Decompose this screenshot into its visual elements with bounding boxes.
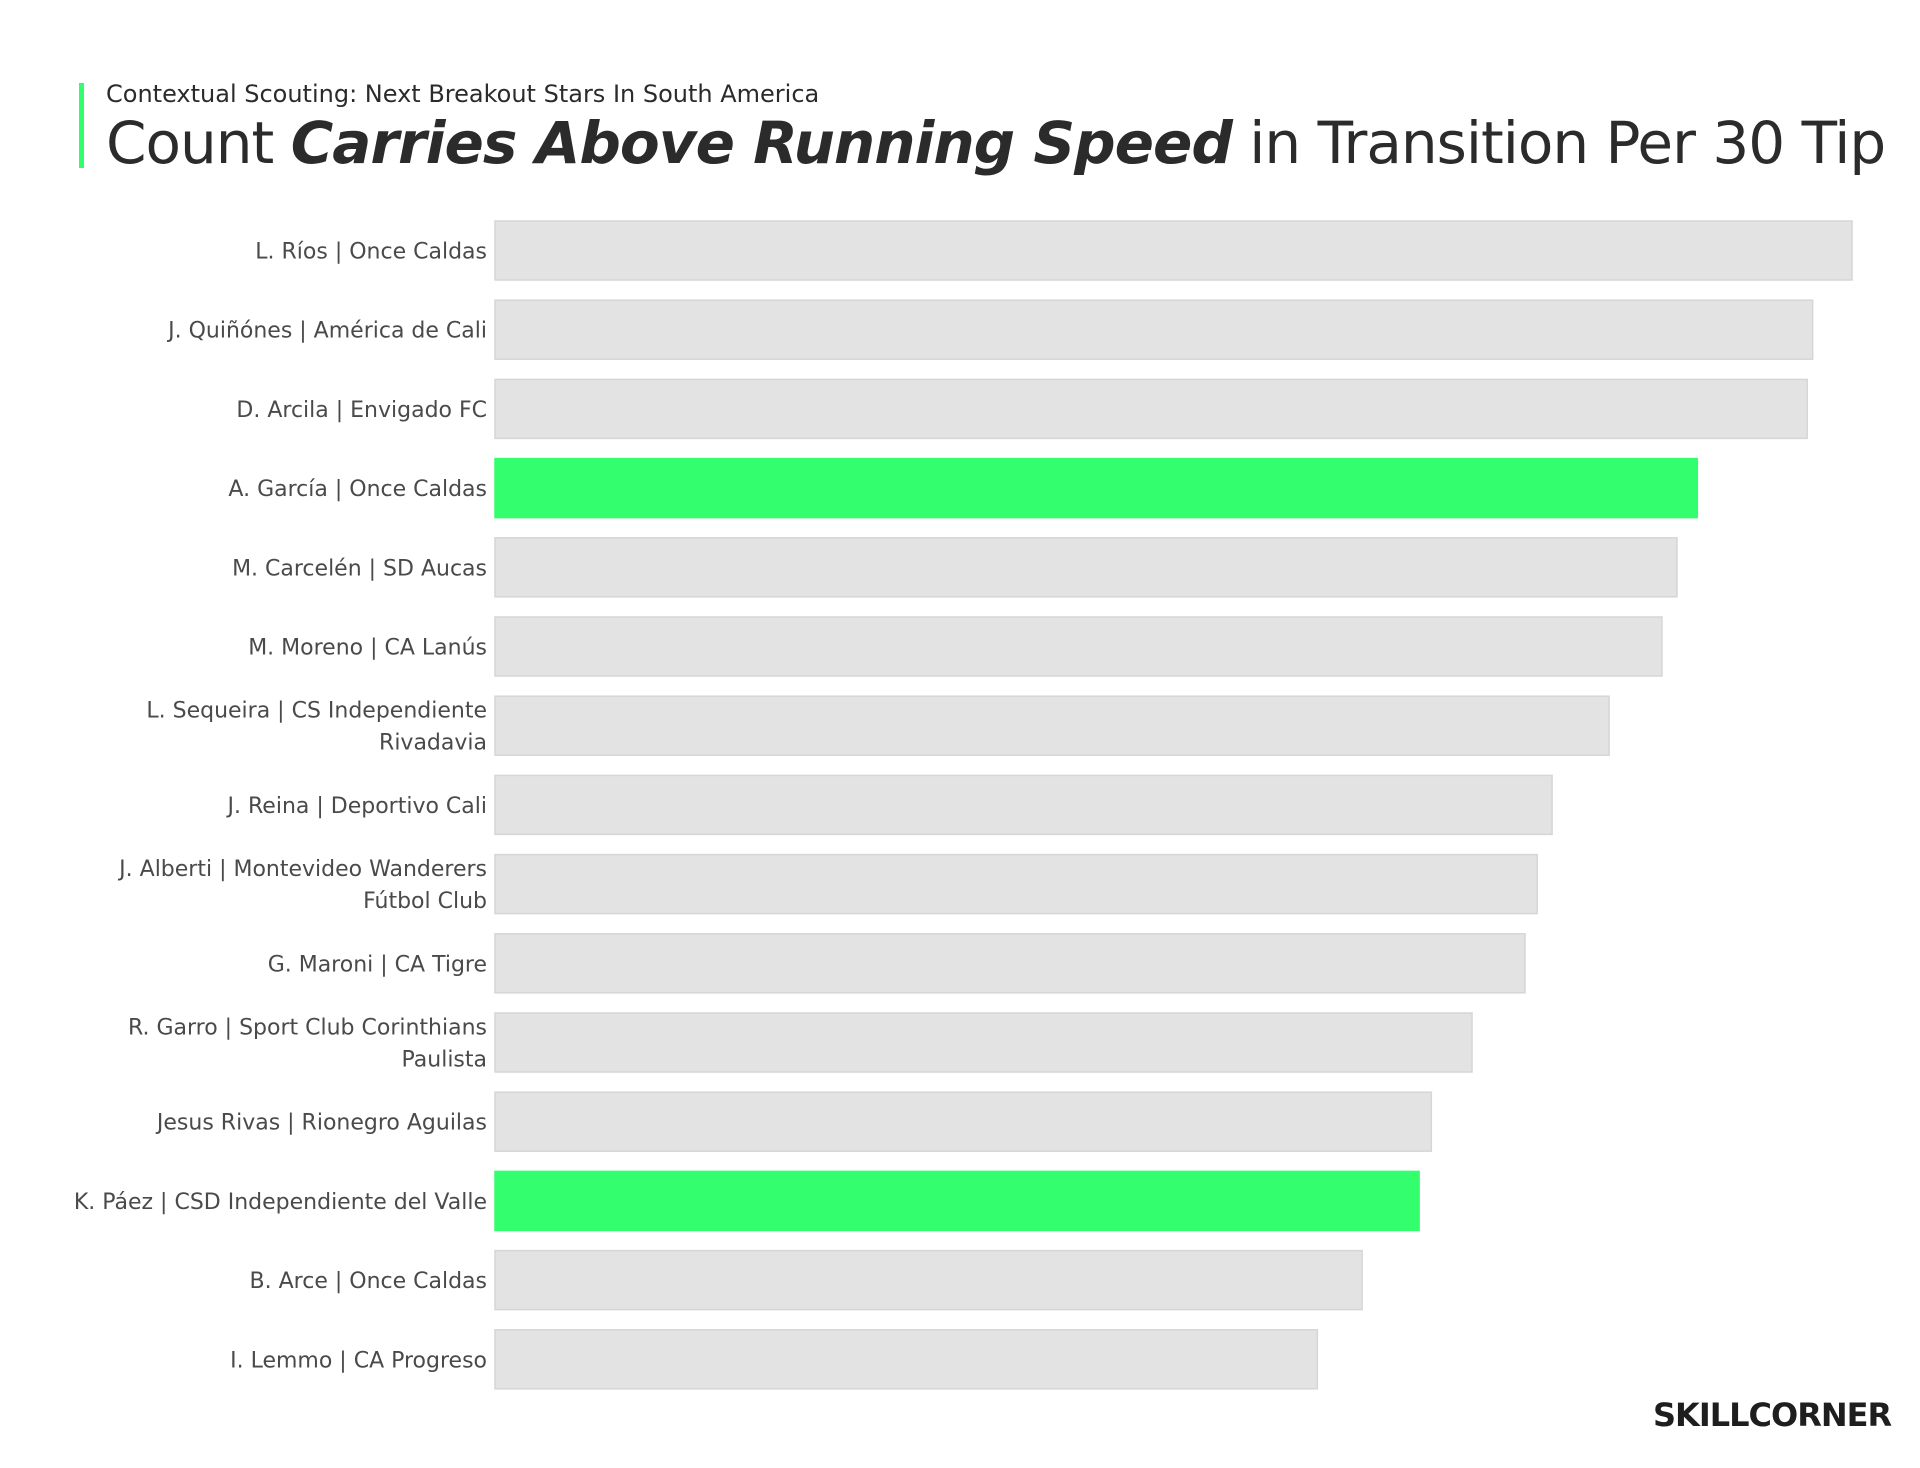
bar-label-line: L. Ríos | Once Caldas bbox=[255, 240, 487, 265]
bar-label-line: M. Moreno | CA Lanús bbox=[248, 636, 487, 661]
bar-label-2: D. Arcila | Envigado FC bbox=[236, 398, 487, 423]
bar-label-line: R. Garro | Sport Club Corinthians bbox=[128, 1016, 487, 1041]
chart-title: Count Carries Above Running Speed in Tra… bbox=[106, 108, 1886, 178]
bar-label-5: M. Moreno | CA Lanús bbox=[248, 636, 487, 661]
bar-2 bbox=[494, 378, 1808, 440]
bar-label-line: D. Arcila | Envigado FC bbox=[236, 398, 487, 423]
bar-11 bbox=[494, 1091, 1433, 1152]
bar-label-8: J. Alberti | Montevideo Wanderers Fútbol … bbox=[117, 857, 487, 914]
bar-8 bbox=[494, 853, 1538, 915]
bar-label-1: J. Quiñónes | América de Cali bbox=[166, 319, 487, 344]
bar-label-line: B. Arce | Once Caldas bbox=[250, 1269, 487, 1294]
bar-5 bbox=[494, 616, 1663, 677]
bar-label-6: L. Sequeira | CS Independiente Rivadavia bbox=[146, 699, 487, 756]
bar-label-line: A. García | Once Caldas bbox=[228, 477, 487, 502]
bar-6 bbox=[494, 695, 1610, 756]
bar-0 bbox=[494, 220, 1853, 281]
bar-label-line: Rivadavia bbox=[379, 731, 487, 756]
bar-label-line: I. Lemmo | CA Progreso bbox=[230, 1348, 487, 1373]
bar-label-line: Fútbol Club bbox=[363, 889, 487, 914]
chart-subtitle: Contextual Scouting: Next Breakout Stars… bbox=[106, 80, 820, 108]
bar-9 bbox=[494, 933, 1526, 994]
bar-1 bbox=[494, 299, 1814, 360]
bar-label-9: G. Maroni | CA Tigre bbox=[268, 952, 487, 977]
bar-label-4: M. Carcelén | SD Aucas bbox=[232, 556, 487, 581]
bar-label-line: Paulista bbox=[402, 1048, 488, 1073]
bar-7 bbox=[494, 774, 1553, 836]
bar-label-line: K. Páez | CSD Independiente del Valle bbox=[74, 1190, 487, 1215]
bar-label-line: J. Reina | Deportivo Cali bbox=[226, 794, 487, 819]
bar-label-0: L. Ríos | Once Caldas bbox=[255, 240, 487, 265]
skillcorner-logo: SKILLCORNER bbox=[1653, 1396, 1892, 1434]
bar-label-14: I. Lemmo | CA Progreso bbox=[230, 1348, 487, 1373]
bar-label-line: J. Quiñónes | América de Cali bbox=[166, 319, 487, 344]
bar-label-12: K. Páez | CSD Independiente del Valle bbox=[74, 1190, 487, 1215]
bar-label-line: Jesus Rivas | Rionegro Aguilas bbox=[155, 1111, 487, 1136]
bar-label-line: M. Carcelén | SD Aucas bbox=[232, 556, 487, 581]
title-suffix: in Transition Per 30 Tip bbox=[1231, 109, 1886, 177]
title-prefix: Count bbox=[106, 109, 291, 177]
title-emphasis: Carries Above Running Speed bbox=[290, 109, 1233, 177]
bar-label-10: R. Garro | Sport Club Corinthians Paulist… bbox=[128, 1016, 487, 1073]
bar-label-13: B. Arce | Once Caldas bbox=[250, 1269, 487, 1294]
bar-label-11: Jesus Rivas | Rionegro Aguilas bbox=[155, 1111, 487, 1136]
bar-4 bbox=[494, 537, 1678, 598]
bar-3 bbox=[494, 457, 1699, 519]
bar-label-line: J. Alberti | Montevideo Wanderers bbox=[117, 857, 487, 882]
bar-10 bbox=[494, 1012, 1473, 1073]
header-accent-bar bbox=[79, 83, 84, 168]
bar-label-3: A. García | Once Caldas bbox=[228, 477, 487, 502]
bar-label-line: G. Maroni | CA Tigre bbox=[268, 952, 487, 977]
bar-14 bbox=[494, 1329, 1319, 1390]
bar-12 bbox=[494, 1170, 1420, 1232]
bar-label-line: L. Sequeira | CS Independiente bbox=[146, 699, 487, 724]
bar-13 bbox=[494, 1249, 1363, 1311]
bar-label-7: J. Reina | Deportivo Cali bbox=[226, 794, 487, 819]
